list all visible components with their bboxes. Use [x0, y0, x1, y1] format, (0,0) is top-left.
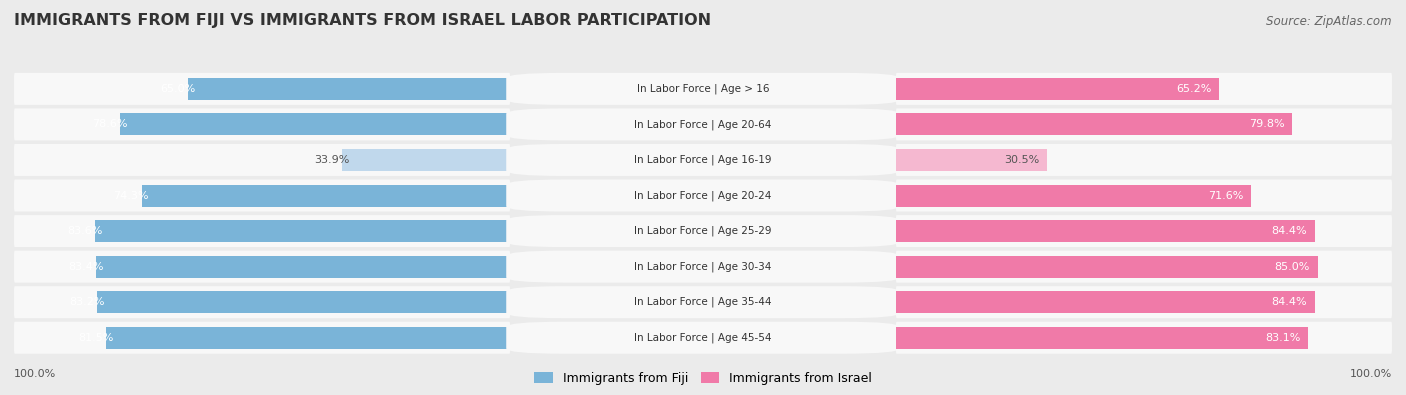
Bar	[896, 256, 1317, 278]
Text: 33.9%: 33.9%	[314, 155, 349, 165]
Bar	[120, 113, 510, 135]
Text: 83.1%: 83.1%	[1265, 333, 1301, 343]
FancyBboxPatch shape	[896, 108, 1392, 141]
Text: 65.0%: 65.0%	[160, 84, 195, 94]
Bar	[896, 149, 1047, 171]
Text: 85.0%: 85.0%	[1275, 261, 1310, 272]
Text: In Labor Force | Age 30-34: In Labor Force | Age 30-34	[634, 261, 772, 272]
Text: 83.4%: 83.4%	[69, 261, 104, 272]
Text: 83.2%: 83.2%	[69, 297, 105, 307]
Text: In Labor Force | Age 20-64: In Labor Force | Age 20-64	[634, 119, 772, 130]
FancyBboxPatch shape	[14, 179, 510, 211]
Legend: Immigrants from Fiji, Immigrants from Israel: Immigrants from Fiji, Immigrants from Is…	[534, 372, 872, 385]
FancyBboxPatch shape	[896, 250, 1392, 283]
Text: 65.2%: 65.2%	[1177, 84, 1212, 94]
Bar	[896, 291, 1315, 313]
FancyBboxPatch shape	[896, 144, 1392, 176]
FancyBboxPatch shape	[896, 73, 1392, 105]
Text: IMMIGRANTS FROM FIJI VS IMMIGRANTS FROM ISRAEL LABOR PARTICIPATION: IMMIGRANTS FROM FIJI VS IMMIGRANTS FROM …	[14, 13, 711, 28]
Bar	[896, 113, 1292, 135]
Bar	[896, 327, 1308, 349]
FancyBboxPatch shape	[896, 322, 1392, 354]
Text: 78.6%: 78.6%	[93, 119, 128, 130]
Bar	[342, 149, 510, 171]
Text: 79.8%: 79.8%	[1249, 119, 1284, 130]
Bar	[187, 78, 510, 100]
FancyBboxPatch shape	[506, 286, 900, 318]
Text: 83.6%: 83.6%	[67, 226, 103, 236]
Bar	[97, 256, 510, 278]
FancyBboxPatch shape	[896, 286, 1392, 318]
Text: In Labor Force | Age 35-44: In Labor Force | Age 35-44	[634, 297, 772, 307]
Bar	[96, 220, 510, 242]
FancyBboxPatch shape	[14, 286, 510, 318]
FancyBboxPatch shape	[506, 179, 900, 211]
Bar	[896, 78, 1219, 100]
Text: In Labor Force | Age > 16: In Labor Force | Age > 16	[637, 84, 769, 94]
Text: 100.0%: 100.0%	[1350, 369, 1392, 379]
Bar	[105, 327, 510, 349]
FancyBboxPatch shape	[896, 215, 1392, 247]
Bar	[896, 184, 1251, 207]
FancyBboxPatch shape	[896, 179, 1392, 211]
FancyBboxPatch shape	[14, 73, 510, 105]
Text: In Labor Force | Age 25-29: In Labor Force | Age 25-29	[634, 226, 772, 236]
Text: Source: ZipAtlas.com: Source: ZipAtlas.com	[1267, 15, 1392, 28]
Text: 71.6%: 71.6%	[1208, 190, 1244, 201]
Text: 84.4%: 84.4%	[1271, 297, 1308, 307]
Bar	[896, 220, 1315, 242]
Text: 84.4%: 84.4%	[1271, 226, 1308, 236]
Text: 81.5%: 81.5%	[77, 333, 114, 343]
Text: 74.3%: 74.3%	[114, 190, 149, 201]
FancyBboxPatch shape	[14, 108, 510, 141]
FancyBboxPatch shape	[14, 144, 510, 176]
FancyBboxPatch shape	[14, 215, 510, 247]
FancyBboxPatch shape	[506, 215, 900, 247]
Text: In Labor Force | Age 45-54: In Labor Force | Age 45-54	[634, 333, 772, 343]
Bar	[97, 291, 510, 313]
FancyBboxPatch shape	[506, 108, 900, 141]
Bar	[142, 184, 510, 207]
Text: 100.0%: 100.0%	[14, 369, 56, 379]
FancyBboxPatch shape	[506, 144, 900, 176]
FancyBboxPatch shape	[14, 322, 510, 354]
FancyBboxPatch shape	[506, 250, 900, 283]
FancyBboxPatch shape	[506, 322, 900, 354]
Text: In Labor Force | Age 20-24: In Labor Force | Age 20-24	[634, 190, 772, 201]
Text: In Labor Force | Age 16-19: In Labor Force | Age 16-19	[634, 155, 772, 165]
FancyBboxPatch shape	[506, 73, 900, 105]
FancyBboxPatch shape	[14, 250, 510, 283]
Text: 30.5%: 30.5%	[1004, 155, 1040, 165]
